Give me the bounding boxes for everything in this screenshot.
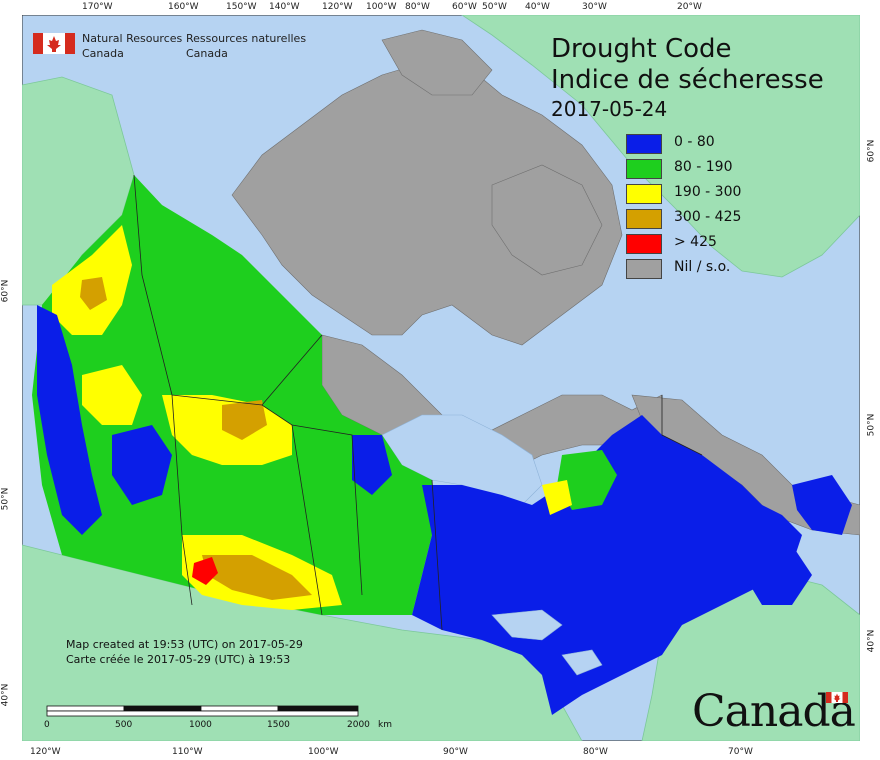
legend-label: Nil / s.o. — [674, 259, 731, 275]
org-name-english: Natural Resources Canada — [82, 31, 182, 61]
lon-label-top: 150°W — [226, 2, 257, 12]
arctic-islands-nil — [231, 59, 623, 346]
lon-label-top: 100°W — [366, 2, 397, 12]
wordmark-flag-icon — [826, 692, 848, 703]
lon-label-top: 140°W — [269, 2, 300, 12]
lon-label-top: 20°W — [677, 2, 702, 12]
org-fr-line2: Canada — [186, 47, 228, 60]
quebec-yellow-zone — [542, 480, 572, 515]
baffin-island-nil — [491, 164, 603, 276]
scale-tick-label: 500 — [115, 720, 133, 730]
lon-label-top: 40°W — [525, 2, 550, 12]
title-french: Indice de sécheresse — [551, 65, 824, 95]
lon-label-bottom: 90°W — [443, 747, 468, 757]
legend-swatch — [626, 259, 662, 279]
lon-label-bottom: 120°W — [30, 747, 61, 757]
quebec-green-zone — [557, 450, 617, 510]
lon-label-top: 60°W — [452, 2, 477, 12]
title-date: 2017-05-24 — [551, 97, 668, 121]
bc-yellow-zone — [82, 365, 142, 425]
lon-label-top: 170°W — [82, 2, 113, 12]
lon-label-top: 120°W — [322, 2, 353, 12]
prairie-red-zone — [192, 557, 218, 585]
legend-label: 190 - 300 — [674, 184, 742, 200]
scale-tick-label: 1500 — [267, 720, 290, 730]
org-fr-line1: Ressources naturelles — [186, 32, 307, 45]
legend-label: 300 - 425 — [674, 209, 742, 225]
org-en-line2: Canada — [82, 47, 124, 60]
ellesmere-island-nil — [381, 29, 493, 96]
legend-label: 0 - 80 — [674, 134, 715, 150]
prairie-orange-zone — [202, 555, 312, 600]
lon-label-bottom: 100°W — [308, 747, 339, 757]
org-name-french: Ressources naturelles Canada — [186, 31, 306, 61]
legend-swatch — [626, 184, 662, 204]
legend-label: 80 - 190 — [674, 159, 733, 175]
lat-label-left: 40°N — [0, 683, 11, 707]
scale-unit-label: km — [378, 720, 392, 730]
legend-swatch — [626, 209, 662, 229]
scale-tick-label: 2000 — [347, 720, 370, 730]
saskatchewan-blue-zone — [352, 435, 392, 495]
yukon-orange-zone — [80, 277, 107, 310]
credit-english: Map created at 19:53 (UTC) on 2017-05-29 — [66, 638, 303, 651]
lat-label-right: 60°N — [866, 139, 877, 163]
org-en-line1: Natural Resources — [82, 32, 183, 45]
newfoundland-blue-zone — [792, 475, 852, 535]
lat-label-left: 60°N — [0, 279, 11, 303]
lon-label-bottom: 70°W — [728, 747, 753, 757]
scale-tick-label: 1000 — [189, 720, 212, 730]
credit-french: Carte créée le 2017-05-29 (UTC) à 19:53 — [66, 653, 291, 666]
lon-label-top: 160°W — [168, 2, 199, 12]
canada-flag-icon — [33, 33, 75, 54]
great-lakes — [491, 609, 603, 676]
eastern-canada-blue-zone — [412, 415, 802, 715]
scale-bar — [46, 705, 359, 717]
bc-interior-blue-zone — [112, 425, 172, 505]
title-english: Drought Code — [551, 34, 732, 64]
scale-tick-label: 0 — [44, 720, 50, 730]
legend-swatch — [626, 159, 662, 179]
lat-label-left: 50°N — [0, 487, 11, 511]
legend-swatch — [626, 234, 662, 254]
legend-label: > 425 — [674, 234, 717, 250]
legend-swatch — [626, 134, 662, 154]
lat-label-right: 50°N — [866, 413, 877, 437]
alberta-orange-zone — [222, 400, 267, 440]
provincial-boundaries — [133, 174, 703, 631]
lon-label-top: 80°W — [405, 2, 430, 12]
lon-label-top: 30°W — [582, 2, 607, 12]
lat-label-right: 40°N — [866, 629, 877, 653]
lon-label-top: 50°W — [482, 2, 507, 12]
bc-coast-blue-zone — [37, 305, 102, 535]
lon-label-bottom: 80°W — [583, 747, 608, 757]
map-canvas — [22, 15, 860, 741]
lon-label-bottom: 110°W — [172, 747, 203, 757]
atlantic-blue-zone — [747, 545, 812, 605]
